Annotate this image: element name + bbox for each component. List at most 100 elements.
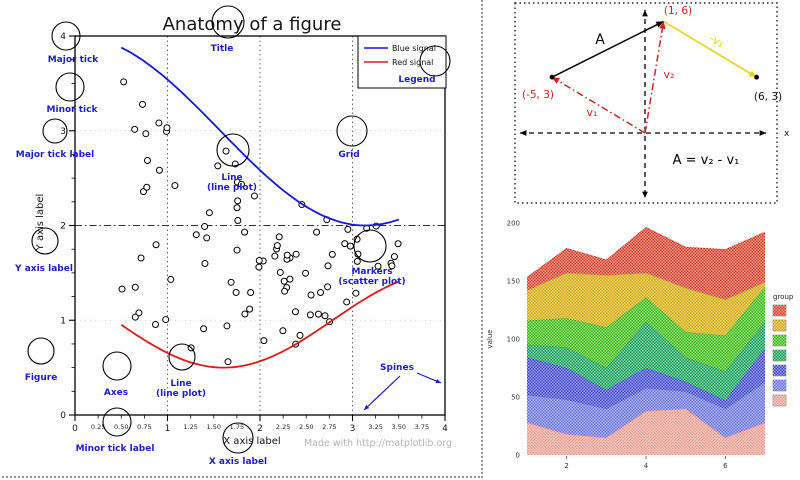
scatter-point	[224, 358, 232, 366]
annotation-minor-tick: Minor tick	[47, 72, 99, 115]
legend-swatch-dither-group2	[773, 380, 786, 391]
y-major-tick-label: 3	[60, 127, 66, 137]
scatter-point	[201, 260, 209, 268]
scatter-point	[302, 269, 310, 277]
scatter-point	[120, 78, 128, 86]
annotation-circle-figure	[27, 337, 55, 365]
scatter-point	[163, 124, 171, 132]
x-minor-tick-label: 1.75	[230, 423, 244, 431]
plot-data	[118, 46, 402, 369]
annotation-minor-tick-label: Minor tick label	[76, 407, 154, 454]
annotation-circle-major-tick-label	[42, 118, 68, 144]
vector-head-v2	[659, 21, 666, 30]
scatter-point	[152, 321, 160, 329]
annotation-circle-y-axis-label	[31, 227, 59, 255]
annotation-label-major-tick-label: Major tick label	[16, 150, 95, 160]
annotation-label-minor-tick: Minor tick	[47, 105, 99, 115]
vector-line-neg-v1	[663, 20, 757, 78]
scatter-point	[201, 223, 209, 231]
y-major-tick-label: 2	[60, 222, 66, 232]
vector-formula: A = v₂ - v₁	[673, 153, 740, 168]
scatter-point	[273, 242, 281, 250]
scatter-point	[143, 157, 151, 165]
scatter-point	[241, 228, 249, 236]
scatter-point	[250, 192, 258, 200]
legend-swatch-dither-group7	[773, 305, 786, 316]
scatter-point	[131, 283, 139, 291]
legend-swatch-dither-group3	[773, 365, 786, 376]
stack-y-axis-label: value	[486, 329, 494, 348]
scatter-point	[280, 277, 288, 285]
stack-layers	[526, 217, 766, 455]
x-minor-tick-label: 2.50	[299, 423, 313, 431]
scatter-point	[152, 241, 160, 249]
x-minor-tick-label: 1.50	[207, 423, 221, 431]
scatter-point	[214, 162, 222, 170]
legend-swatch-dither-group6	[773, 320, 786, 331]
x-minor-tick-label: 0.25	[91, 423, 105, 431]
credit-text: Made with http://matplotlib.org	[304, 438, 452, 449]
annotation-circle-line-blue	[216, 133, 250, 167]
figure-title: Anatomy of a figure	[163, 14, 342, 35]
annotation-line-blue: Line (line plot)	[207, 133, 257, 193]
scatter-point	[241, 310, 249, 318]
annotation-label-title: Title	[211, 44, 234, 54]
annotation-title: Title	[211, 5, 245, 54]
x-axis-arrow-right	[759, 130, 766, 136]
y-axis-arrow-bottom	[642, 191, 648, 198]
x-major-tick-label: 2	[257, 424, 263, 434]
vector-label-A: A	[595, 32, 605, 48]
scatter-point	[233, 204, 241, 212]
stack-y-tick-label: 50	[511, 394, 520, 402]
point-dot-0	[549, 74, 555, 80]
annotation-circle-grid	[336, 115, 368, 147]
scatter-point	[155, 119, 163, 127]
scatter-point	[317, 289, 325, 297]
x-major-tick-label: 3	[350, 424, 356, 434]
annotation-circle-legend	[419, 45, 451, 77]
scatter-point	[328, 250, 336, 258]
scatter-point	[292, 250, 300, 258]
stack-x-tick-label: 4	[644, 462, 649, 470]
scatter-point	[247, 288, 255, 296]
stack-y-tick-label: 200	[507, 220, 520, 228]
annotation-figure: Figure	[25, 337, 57, 383]
annotation-circle-axes	[102, 351, 132, 381]
scatter-point	[171, 182, 179, 190]
vector-line-v2	[644, 21, 665, 134]
point-label-2: (6, 3)	[754, 91, 782, 103]
annotation-label-markers: Markers (scatter plot)	[338, 267, 405, 287]
annotation-label-line-blue: Line (line plot)	[207, 173, 257, 193]
scatter-point	[307, 291, 315, 299]
scatter-point	[246, 305, 254, 313]
diagram-axes	[520, 10, 766, 198]
stacked-area-chart: 2 4 6 0 50 100 150 200 value group	[486, 217, 794, 471]
scatter-point	[324, 262, 332, 270]
annotation-markers: Markers (scatter plot)	[338, 229, 406, 287]
x-minor-tick-label: 0.75	[137, 423, 151, 431]
annotation-label-axes: Axes	[104, 388, 128, 398]
x-minor-tick-label: 0.50	[114, 423, 128, 431]
scatter-point	[255, 256, 263, 264]
scatter-point	[390, 253, 398, 261]
red-signal-line	[120, 280, 400, 369]
stack-axis-ticks: 2 4 6 0 50 100 150 200	[507, 220, 728, 471]
y-major-tick-label: 0	[60, 411, 66, 421]
annotation-x-axis-label: X axis label	[209, 422, 267, 467]
x-axis-arrow-left	[520, 130, 527, 136]
legend-swatch-dither-group1	[773, 395, 786, 406]
x-major-tick-label: 4	[442, 424, 448, 434]
legend-entry-red: Red signal	[392, 58, 433, 67]
scatter-point	[388, 262, 396, 270]
scatter-point	[227, 278, 235, 286]
panel-separator-horizontal	[2, 476, 480, 478]
annotation-line-red: Line (line plot)	[156, 343, 206, 399]
scatter-point	[155, 166, 163, 174]
annotation-axes: Axes	[102, 351, 132, 398]
x-major-tick-label: 1	[165, 424, 171, 434]
scatter-point	[234, 216, 242, 224]
scatter-point	[192, 231, 200, 239]
stack-y-tick-label: 100	[507, 336, 520, 344]
scatter-point	[118, 285, 126, 293]
scatter-point	[306, 311, 314, 319]
